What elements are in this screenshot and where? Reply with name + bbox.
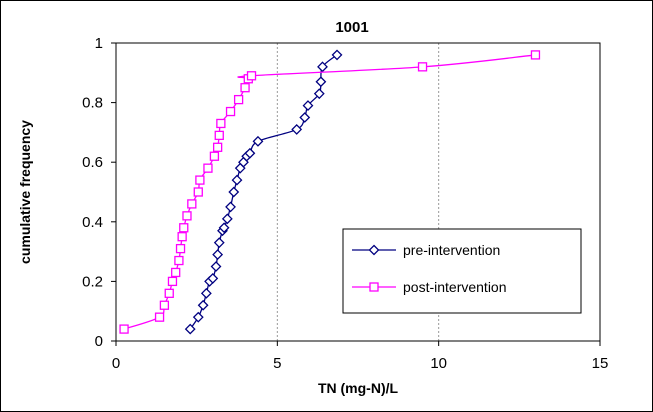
data-point-pre: [200, 287, 212, 299]
data-point-pre: [317, 61, 328, 73]
data-point-post: [216, 118, 226, 129]
data-point-post: [246, 71, 257, 81]
data-point-pre: [244, 147, 256, 159]
x-axis-label: TN (mg-N)/L: [318, 380, 399, 396]
x-tick-label: 15: [592, 355, 609, 372]
data-point-pre: [291, 124, 303, 135]
legend-box: [342, 228, 582, 314]
data-point-post: [187, 199, 197, 209]
y-tick-label: 0.4: [82, 214, 103, 231]
data-point-post: [154, 312, 165, 322]
data-point-post: [174, 255, 184, 266]
data-point-pre: [302, 100, 314, 111]
data-point-pre: [299, 112, 311, 123]
legend-marker-post: [369, 282, 379, 292]
data-point-post: [195, 175, 205, 185]
data-point-pre: [192, 311, 204, 323]
y-tick-label: 0.6: [82, 154, 103, 171]
data-point-pre: [228, 186, 240, 198]
x-tick-label: 0: [112, 355, 120, 372]
data-point-pre: [221, 213, 233, 225]
data-point-pre: [252, 135, 264, 147]
legend-marker-pre: [368, 244, 380, 256]
data-point-post: [193, 187, 203, 197]
legend: pre-intervention post-intervention: [342, 228, 582, 314]
data-point-post: [171, 267, 181, 278]
data-point-post: [225, 106, 236, 117]
data-point-pre: [184, 323, 196, 335]
data-point-post: [177, 232, 187, 242]
data-point-post: [119, 324, 129, 334]
data-point-pre: [331, 49, 343, 61]
data-point-post: [240, 83, 250, 93]
data-point-post: [530, 50, 541, 60]
chart-title: 1001: [335, 19, 368, 36]
data-point-post: [209, 151, 220, 161]
y-axis-label: cumulative frequency: [17, 120, 33, 264]
data-point-pre: [313, 88, 325, 100]
data-point-pre: [231, 174, 243, 186]
data-point-pre: [210, 261, 222, 272]
y-tick-label: 1: [95, 35, 103, 52]
data-point-pre: [225, 201, 236, 213]
series-layer: [119, 49, 541, 335]
data-point-post: [164, 288, 174, 298]
data-point-post: [214, 130, 224, 141]
data-point-pre: [213, 237, 225, 249]
data-point-post: [233, 94, 244, 105]
data-point-pre: [218, 222, 230, 234]
data-point-post: [175, 243, 186, 254]
data-point-post: [212, 142, 223, 152]
data-point-post: [417, 62, 428, 72]
x-tick-label: 5: [273, 355, 281, 372]
y-tick-label: 0.2: [82, 273, 103, 290]
legend-label-post: post-intervention: [403, 279, 507, 295]
data-point-pre: [315, 76, 327, 88]
x-tick-label: 10: [430, 355, 447, 372]
axis-ticks: 0 5 10 15 0 0.2 0.4 0.6 0.8 1: [82, 35, 608, 372]
data-point-pre: [212, 249, 224, 260]
data-point-post: [182, 211, 192, 221]
data-point-post: [179, 223, 189, 233]
y-tick-label: 0.8: [82, 95, 103, 112]
data-point-pre: [207, 273, 219, 284]
data-point-pre: [197, 299, 209, 311]
data-point-post: [203, 163, 213, 173]
plot-area: [115, 42, 601, 342]
y-tick-label: 0: [95, 333, 103, 350]
data-point-post: [159, 300, 170, 310]
legend-label-pre: pre-intervention: [403, 242, 500, 258]
data-point-post: [167, 276, 178, 287]
